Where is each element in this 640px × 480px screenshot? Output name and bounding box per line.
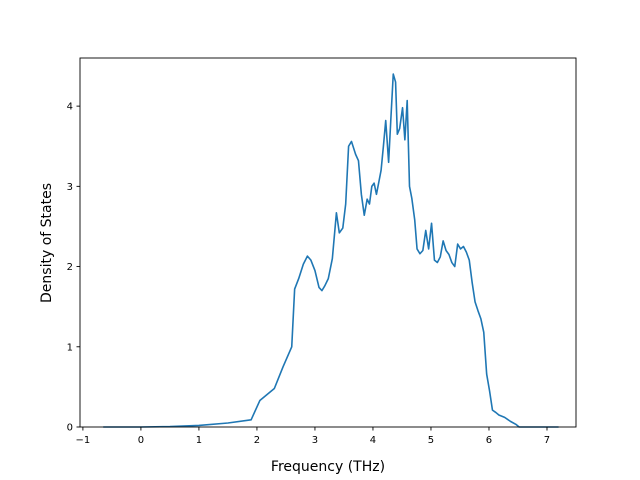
x-tick-label: 4 [370,435,376,446]
x-axis: −1 0 1 2 3 4 5 6 7 [76,427,550,446]
axes-frame [79,57,577,428]
x-tick-label: 6 [486,435,492,446]
plot-area [79,57,577,428]
x-tick-label: −1 [76,435,91,446]
y-axis: 0 1 2 3 4 [67,102,80,434]
x-tick-label: 7 [544,435,550,446]
series-line-0 [103,73,559,428]
x-tick-label: 0 [138,435,144,446]
x-tick-label: 3 [312,435,318,446]
y-axis-label: Density of States [39,183,55,303]
y-tick-label: 2 [67,262,73,273]
x-axis-label: Frequency (THz) [271,459,385,475]
x-tick-label: 2 [254,435,260,446]
y-tick-label: 3 [67,182,73,193]
y-tick-label: 4 [67,102,73,113]
y-tick-label: 1 [67,342,73,353]
x-tick-label: 1 [196,435,202,446]
y-tick-label: 0 [67,423,73,434]
x-tick-label: 5 [428,435,434,446]
